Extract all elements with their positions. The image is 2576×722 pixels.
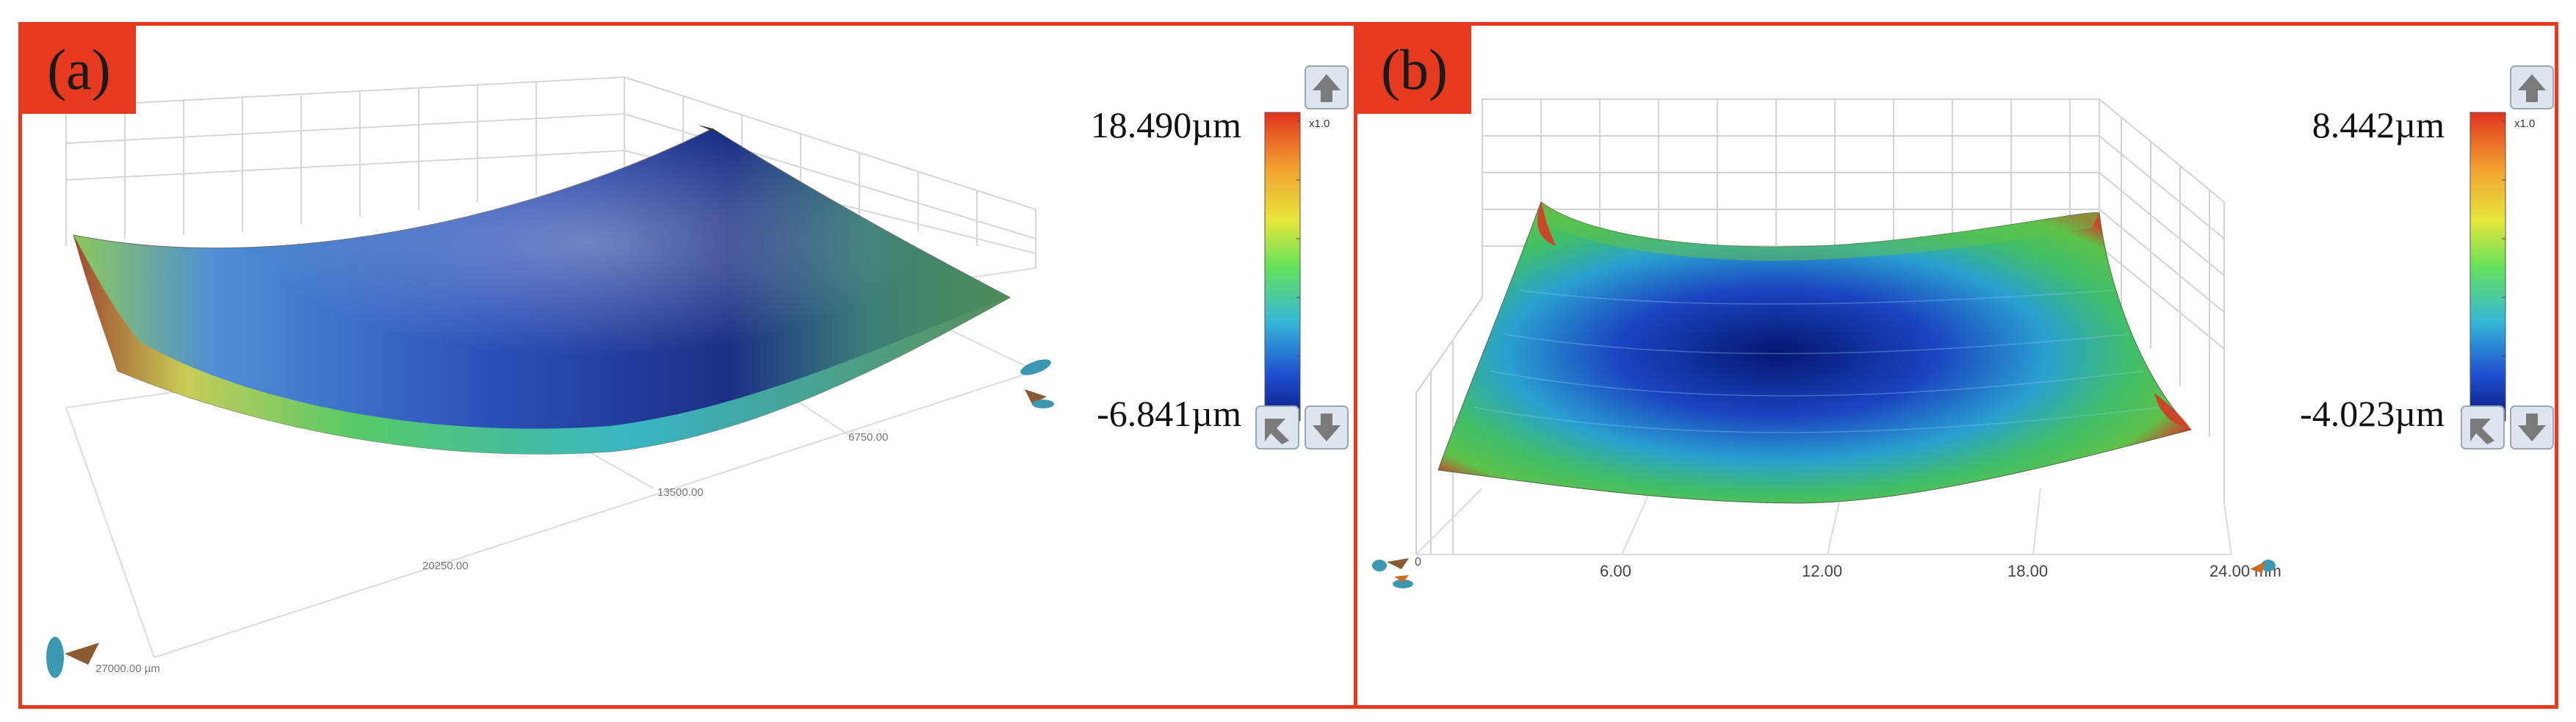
arrow-up-icon-b[interactable] — [2510, 65, 2554, 109]
axis-origin-b: 0 — [1415, 556, 1421, 568]
reset-view-icon-b[interactable] — [2461, 405, 2505, 450]
panel-label-a: (a) — [22, 26, 136, 114]
axis-orientation-marker-right — [1020, 359, 1054, 408]
grid-box-b — [1415, 98, 2225, 555]
colorbar-b — [2469, 112, 2506, 422]
panel-label-b: (b) — [1357, 26, 1471, 114]
axis-tick-a-0: 27000.00 µm — [95, 663, 160, 675]
axis-tick-a-3: 6750.00 — [848, 431, 888, 444]
axis-tick-b-0: 6.00 — [1600, 562, 1631, 580]
axis-tick-b-2: 18.00 — [2007, 562, 2048, 580]
axis-tick-a-1: 20250.00 — [422, 560, 469, 572]
panel-b: 0 6.00 12.00 18.00 24.00 mm x1. — [1354, 22, 2558, 709]
zoom-label-b: x1.0 — [2514, 118, 2535, 130]
surface-b — [1437, 201, 2192, 504]
grid-back-a — [65, 76, 1036, 268]
scale-max-b: 8.442µm — [2312, 104, 2445, 145]
scale-min-b: -4.023µm — [2300, 393, 2445, 434]
zoom-label-a: x1.0 — [1309, 118, 1330, 130]
reset-view-icon[interactable] — [1255, 405, 1299, 450]
colorbar-a — [1264, 112, 1301, 422]
surface-a — [73, 125, 1011, 455]
scale-max-a: 18.490µm — [1091, 104, 1241, 145]
arrow-up-icon[interactable] — [1305, 65, 1349, 109]
arrow-down-icon[interactable] — [1305, 405, 1349, 450]
axis-orientation-icon[interactable] — [46, 637, 99, 678]
surface-plot-a: 27000.00 µm 20250.00 13500.00 6750.00 — [46, 65, 1349, 678]
axis-orientation-marker-b — [2250, 560, 2276, 573]
colorbar-ticks-a — [1296, 120, 1300, 357]
axis-tick-b-1: 12.00 — [1802, 562, 1842, 580]
axis-orientation-icon-b[interactable] — [1372, 558, 1413, 588]
surface-plot-b: 0 6.00 12.00 18.00 24.00 mm x1. — [1372, 65, 2554, 588]
arrow-down-icon-b[interactable] — [2510, 405, 2554, 450]
axis-tick-a-2: 13500.00 — [657, 486, 704, 499]
grid-floor-b — [1415, 488, 2232, 555]
colorbar-ticks-b — [2502, 120, 2505, 357]
scale-min-a: -6.841µm — [1097, 393, 1241, 434]
panel-a: 27000.00 µm 20250.00 13500.00 6750.00 — [18, 22, 1359, 709]
